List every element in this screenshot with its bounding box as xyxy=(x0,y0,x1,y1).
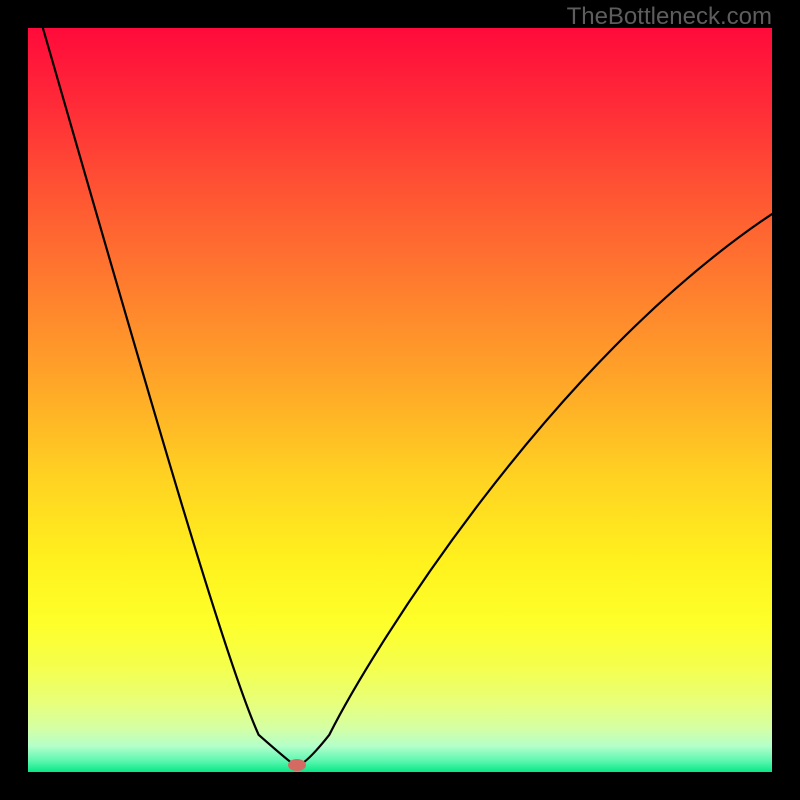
plot-area xyxy=(28,28,772,772)
watermark-text: TheBottleneck.com xyxy=(567,3,772,31)
bottleneck-curve xyxy=(28,28,772,772)
optimum-marker xyxy=(288,759,306,771)
